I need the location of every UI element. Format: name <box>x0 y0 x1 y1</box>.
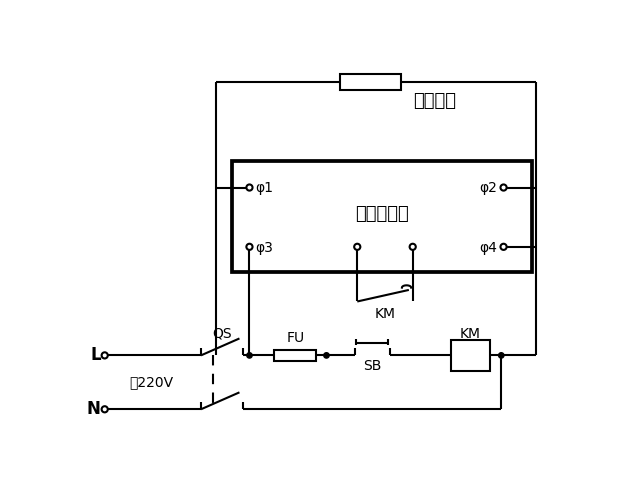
Bar <box>451 340 490 371</box>
Text: QS: QS <box>212 327 232 341</box>
Text: ～220V: ～220V <box>129 375 173 389</box>
Text: KM: KM <box>374 307 396 321</box>
Text: FU: FU <box>286 332 305 345</box>
Circle shape <box>499 353 504 358</box>
Text: SB: SB <box>363 359 381 373</box>
Bar <box>340 75 401 90</box>
Text: 触发控制端: 触发控制端 <box>355 206 409 223</box>
Text: φ1: φ1 <box>255 181 274 196</box>
Text: L: L <box>90 346 101 364</box>
Text: φ4: φ4 <box>479 240 497 255</box>
Circle shape <box>324 353 329 358</box>
Bar <box>232 161 532 272</box>
Text: φ2: φ2 <box>479 181 497 196</box>
Bar <box>274 350 316 361</box>
Text: φ3: φ3 <box>255 240 273 255</box>
Text: KM: KM <box>460 327 481 341</box>
Text: 管形氙灯: 管形氙灯 <box>413 92 456 109</box>
Text: N: N <box>87 400 101 418</box>
Circle shape <box>247 353 252 358</box>
